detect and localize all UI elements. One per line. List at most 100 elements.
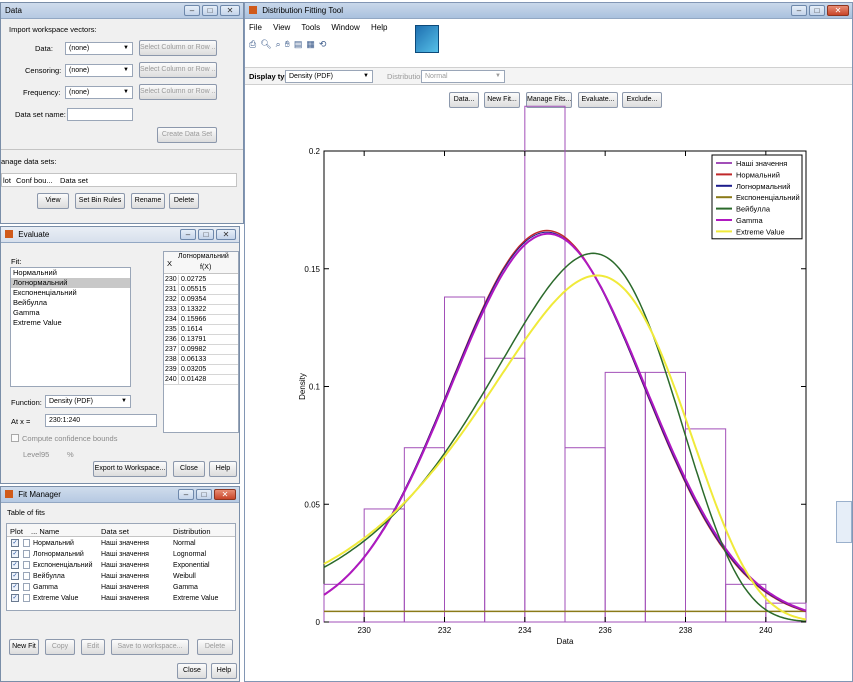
fitmgr-minimize-button[interactable]: – [178,489,194,500]
menu-window[interactable]: Window [331,23,360,32]
fitmgr-maximize-button[interactable]: □ [196,489,212,500]
fit-checkbox[interactable] [23,594,30,602]
zoom-in-icon[interactable]: 🔍︎ [260,39,272,49]
eval-close-button[interactable]: ✕ [216,229,236,240]
fit-dataset-cell: Наші значення [101,562,149,569]
data-minimize-button[interactable]: – [184,5,200,16]
fit-checkbox[interactable] [23,561,30,569]
fits-table-row[interactable]: ✓ Нормальний Наші значення Normal [7,538,235,549]
confidence-checkbox[interactable] [11,434,19,442]
manage-fits-button[interactable]: Manage Fits... [526,92,572,108]
fit-list[interactable]: Нормальний Логнормальний Експоненціальний В… [10,267,131,387]
results-x-cell: 238 [165,356,177,363]
copy-button: Copy [45,639,75,655]
fit-dataset-cell: Наші значення [101,595,149,602]
results-value-cell: 0.13322 [178,305,206,315]
fit-list-item[interactable]: Нормальний [13,268,57,277]
export-to-workspace-button[interactable]: Export to Workspace... [93,461,167,477]
data-maximize-button[interactable]: □ [202,5,218,16]
plot-checkbox[interactable]: ✓ [11,583,19,591]
main-title-bar[interactable]: Distribution Fitting Tool – □ ✕ [245,3,852,19]
plot-checkbox[interactable]: ✓ [11,561,19,569]
fit-list-item[interactable]: Експоненціальний [13,288,77,297]
plot-checkbox[interactable]: ✓ [11,572,19,580]
evaluate-help-button[interactable]: Help [209,461,237,477]
fit-list-item[interactable]: Вейбулла [13,298,48,307]
data-title-bar[interactable]: Data – □ ✕ [1,3,243,19]
results-row: 237 0.09982 [164,345,238,355]
evaluate-close-button[interactable]: Close [173,461,205,477]
fit-checkbox[interactable] [23,583,30,591]
evaluate-title-bar[interactable]: Evaluate – □ ✕ [1,227,239,243]
fit-checkbox[interactable] [23,572,30,580]
legend-entry: Логнормальний [736,182,790,191]
minimize-button[interactable]: – [791,5,807,16]
data-button[interactable]: Data... [449,92,479,108]
censoring-select[interactable]: (none) ▼ [65,64,133,77]
fit-dataset-cell: Наші значення [101,551,149,558]
print-icon[interactable]: ⎙ [249,39,257,49]
plot-checkbox[interactable]: ✓ [11,550,19,558]
fitmgr-close-button[interactable]: ✕ [214,489,236,500]
fits-table-row[interactable]: ✓ Вейбулла Наші значення Weibull [7,571,235,582]
data-title: Data [5,6,22,15]
function-select[interactable]: Density (PDF) ▼ [45,395,131,408]
censoring-label: Censoring: [25,66,62,75]
fits-table-row[interactable]: ✓ Extreme Value Наші значення Extreme Value [7,593,235,604]
fit-checkbox[interactable] [23,550,30,558]
zoom-out-icon[interactable]: ⌕ [275,39,281,49]
fitmgr-close-text-button[interactable]: Close [177,663,207,679]
display-type-select[interactable]: Density (PDF) ▼ [285,70,373,83]
new-fit-manager-button[interactable]: New Fit [9,639,39,655]
maximize-button[interactable]: □ [809,5,825,16]
fits-table-row[interactable]: ✓ Логнормальний Наші значення Lognormal [7,549,235,560]
menu-file[interactable]: File [249,23,262,32]
results-header: X Логнормальний f(X) [164,252,238,274]
fits-table-row[interactable]: ✓ Експоненціальний Наші значення Exponentia… [7,560,235,571]
data-close-button[interactable]: ✕ [220,5,240,16]
menu-tools[interactable]: Tools [301,23,321,32]
results-x-cell: 233 [165,306,177,313]
data-select[interactable]: (none) ▼ [65,42,133,55]
delete-dataset-button[interactable]: Delete [169,193,199,209]
fit-list-item[interactable]: Логнормальний [11,278,130,288]
at-x-field[interactable]: 230:1:240 [45,414,157,427]
results-value-cell: 0.03205 [178,365,206,375]
fit-list-item[interactable]: Extreme Value [13,318,62,327]
eval-minimize-button[interactable]: – [180,229,196,240]
fit-checkbox[interactable] [23,539,30,547]
fitmgr-help-button[interactable]: Help [211,663,237,679]
dataset-name-field[interactable] [67,108,133,121]
fits-rows: ✓ Нормальний Наші значення Normal ✓ Логнормал… [7,538,235,604]
x-tick-label: 240 [759,626,773,635]
evaluate-button[interactable]: Evaluate... [578,92,618,108]
extreme-value-curve [323,274,807,621]
results-x-cell: 232 [165,296,177,303]
results-value-cell: 0.13791 [178,335,206,345]
grid-icon[interactable]: ▦ [306,39,315,49]
menu-help[interactable]: Help [371,23,388,32]
fit-list-item[interactable]: Gamma [13,308,40,317]
plot-checkbox[interactable]: ✓ [11,539,19,547]
new-fit-button[interactable]: New Fit... [484,92,520,108]
view-button[interactable]: View [37,193,69,209]
fits-table-row[interactable]: ✓ Gamma Наші значення Gamma [7,582,235,593]
eval-maximize-button[interactable]: □ [198,229,214,240]
rename-button[interactable]: Rename [131,193,165,209]
results-value-cell: 0.05515 [178,285,206,295]
legend-icon[interactable]: ▤ [293,39,303,49]
side-widget [836,501,852,543]
density-plot[interactable]: 230 232 234 236 238 240 0 0.05 0.1 0.15 0.2 Data Den… [245,3,852,681]
fit-manager-window: Fit Manager – □ ✕ Table of fits Plot ...… [0,486,240,682]
frequency-select[interactable]: (none) ▼ [65,86,133,99]
close-button[interactable]: ✕ [827,5,849,16]
plot-checkbox[interactable]: ✓ [11,594,19,602]
results-x-cell: 240 [165,376,177,383]
restore-view-icon[interactable]: ⟲ [318,39,327,49]
set-bin-rules-button[interactable]: Set Bin Rules [75,193,125,209]
pan-icon[interactable]: ✋︎ [284,39,290,49]
menu-view[interactable]: View [273,23,291,32]
exclude-button[interactable]: Exclude... [622,92,662,108]
matlab-logo [415,25,439,53]
fitmgr-title-bar[interactable]: Fit Manager – □ ✕ [1,487,239,503]
